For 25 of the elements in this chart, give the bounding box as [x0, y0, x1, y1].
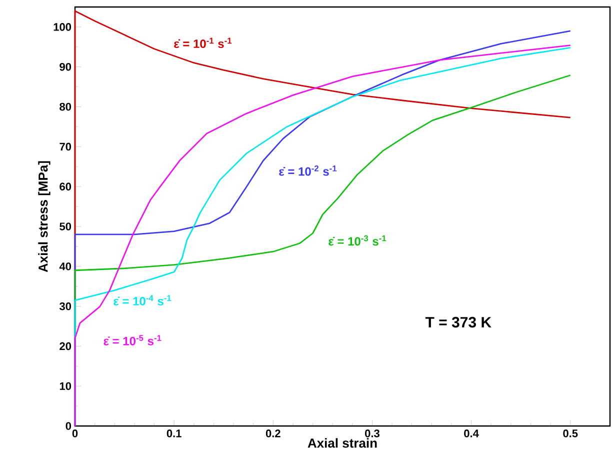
y-tick-label: 80: [60, 102, 72, 111]
series-label: ε̇ = 10$^{-4}$ s$^{-1}$: [114, 295, 172, 306]
y-tick-label: 40: [59, 262, 72, 270]
series-label: ε̇ = 10$^{-3}$ s$^{-1}$: [328, 235, 386, 246]
x-tick-label: 0.2: [266, 430, 280, 438]
y-tick-label: 0: [66, 422, 72, 430]
series-label: ε̇ = 10$^{-2}$ s$^{-1}$: [279, 165, 337, 176]
y-tick-label: 90: [60, 62, 72, 71]
text: ε̇ = 10$^{-5}$ s$^{-1}$: [104, 335, 162, 346]
y-tick-label: 20: [60, 342, 72, 350]
y-axis-title: Axial stress [MPa]: [38, 161, 50, 272]
y-tick-label: 100: [54, 23, 72, 31]
y-tick-label: 30: [59, 302, 72, 310]
x-axis-title: Axial strain: [308, 438, 377, 448]
y-tick-label: 50: [60, 222, 72, 230]
y-tick-label: 70: [60, 142, 72, 151]
y-tick-label: 10: [60, 382, 72, 390]
x-tick-label: 0: [72, 430, 78, 438]
annotation: T = 373 K: [425, 316, 492, 328]
y-tick-label: 60: [60, 182, 72, 190]
x-tick-label: 0.3: [365, 430, 380, 438]
x-tick-label: 0.5: [563, 430, 578, 438]
x-tick-label: 0.1: [166, 430, 182, 438]
series-label: ε̇ = 10$^{-1}$ s$^{-1}$: [174, 38, 232, 48]
x-tick-label: 0.4: [464, 430, 479, 438]
